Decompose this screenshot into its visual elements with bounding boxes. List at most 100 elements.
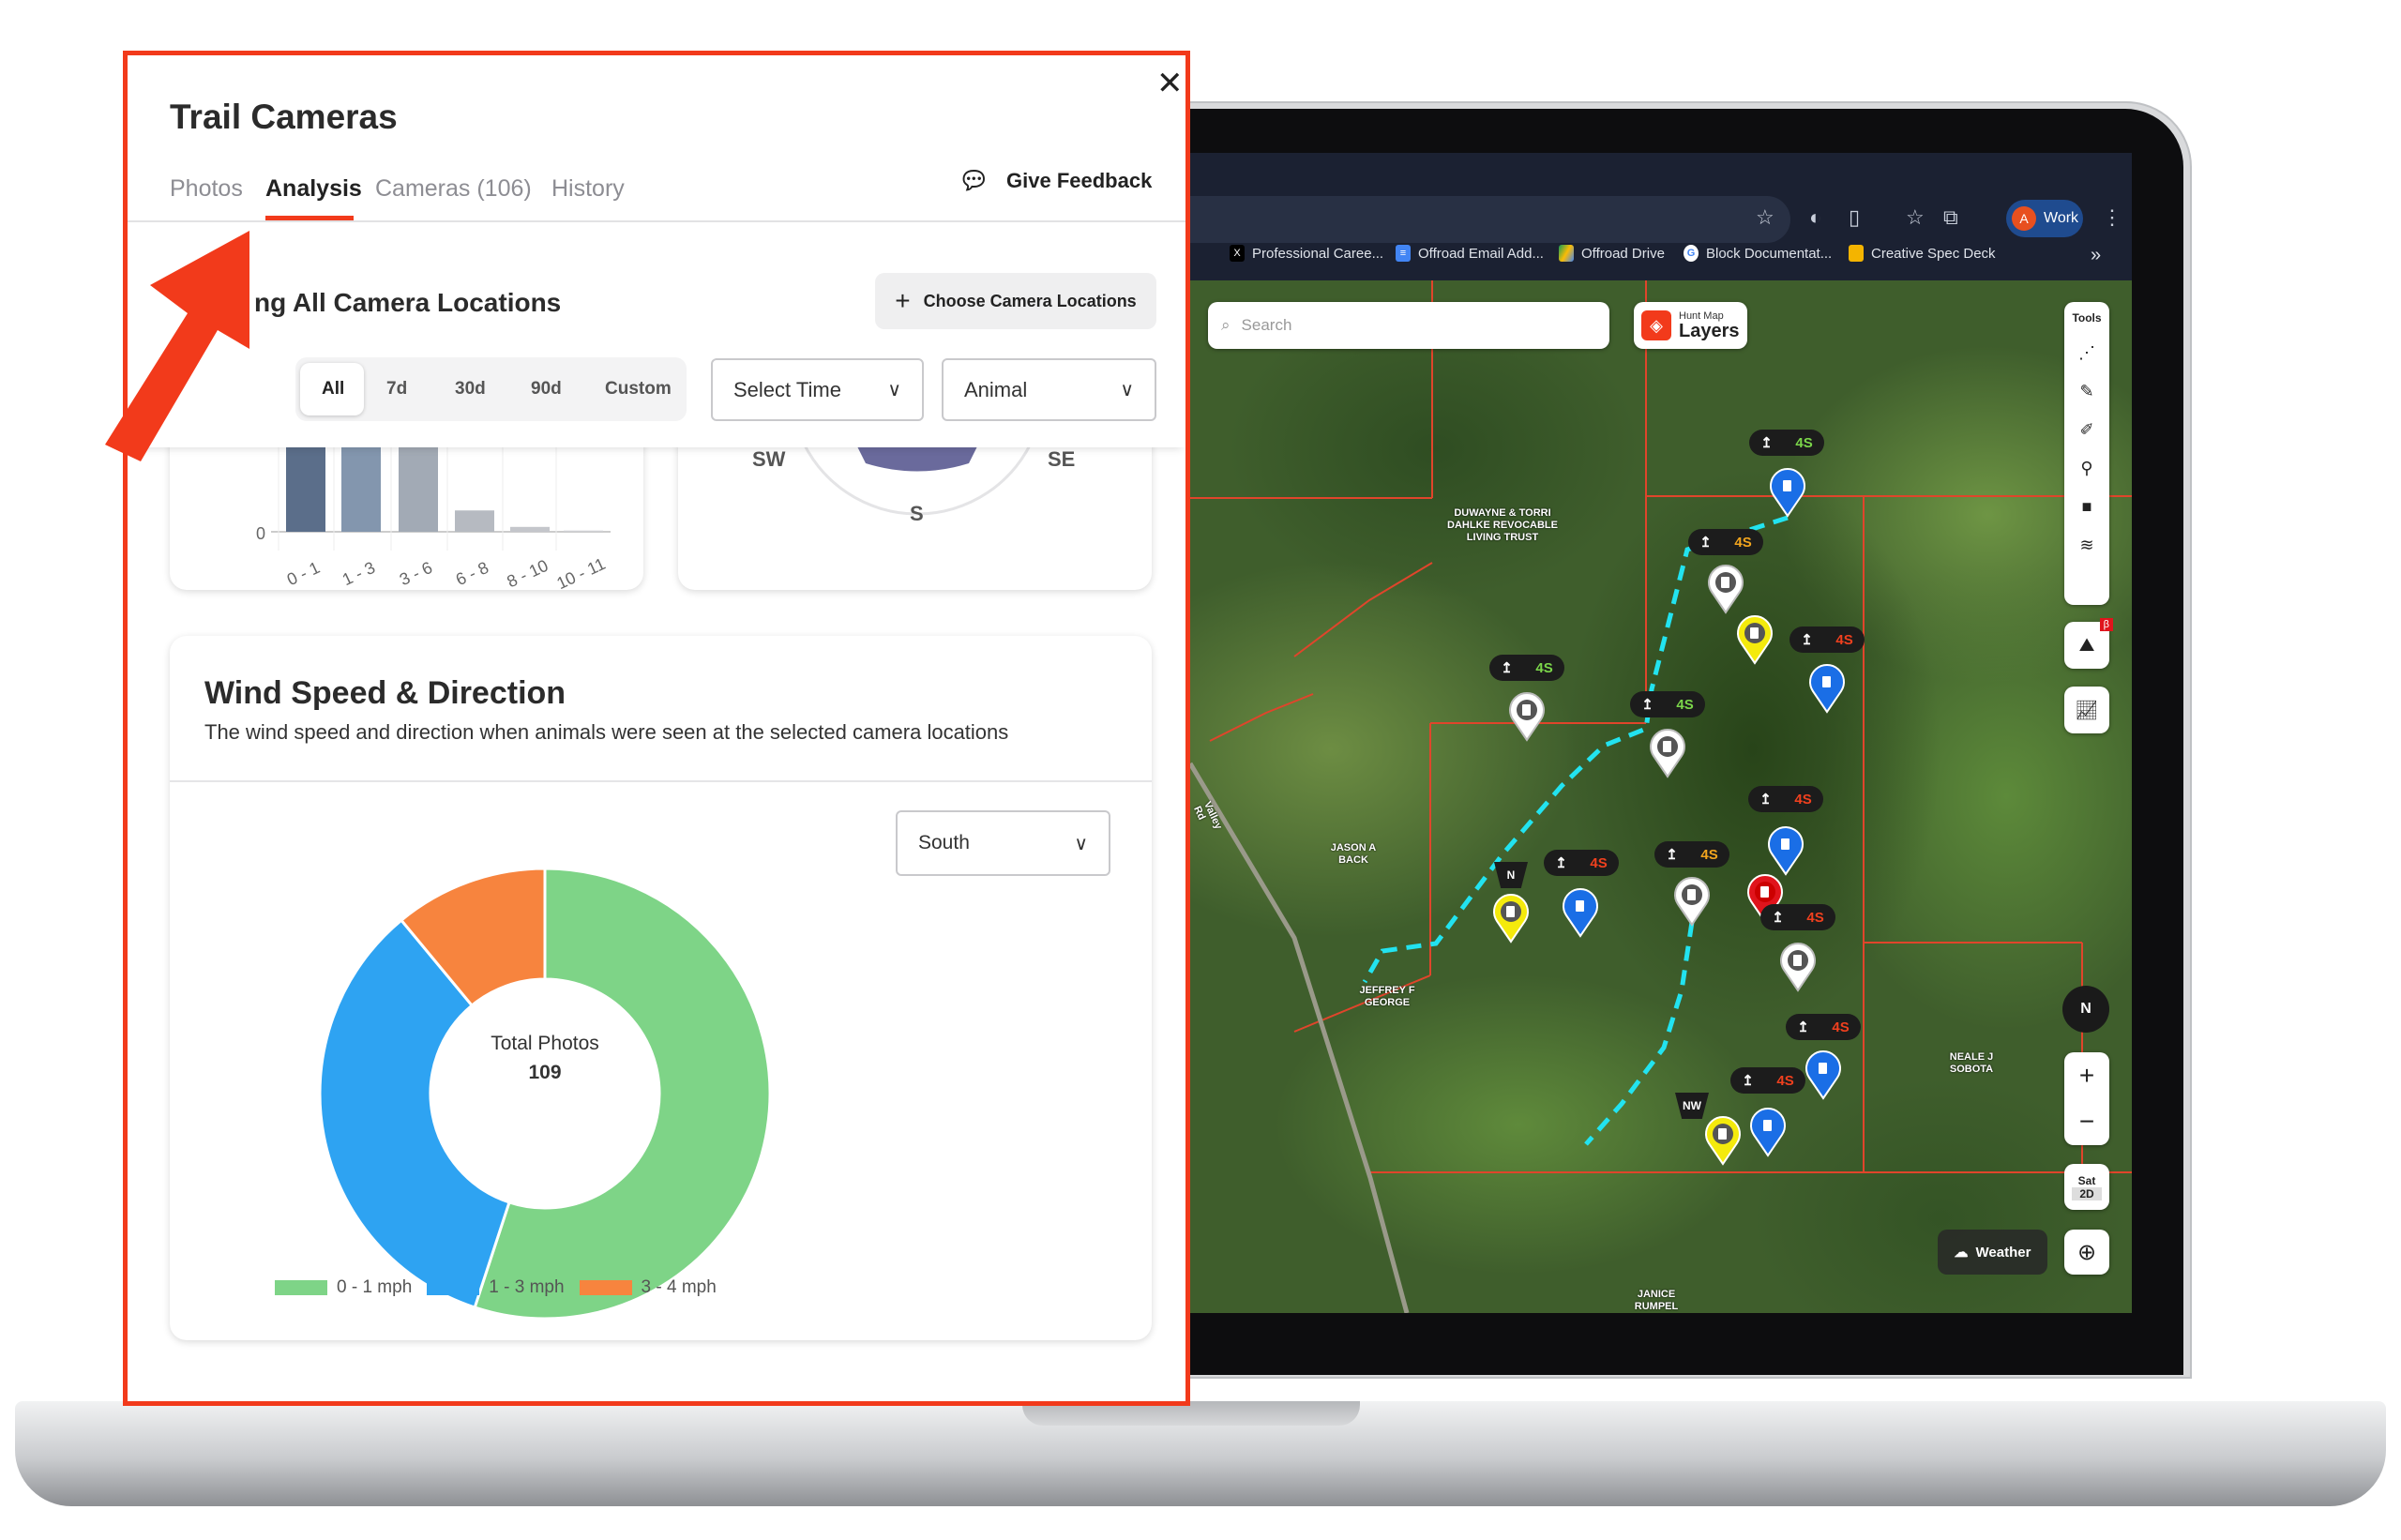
y-tick-label: 0 bbox=[256, 524, 265, 543]
wind-tool-icon[interactable]: ≋ bbox=[2079, 536, 2094, 554]
wind-reading-label: 4S bbox=[1676, 696, 1694, 713]
wind-reading-label: 4S bbox=[1806, 909, 1824, 926]
address-bar[interactable] bbox=[1190, 196, 1790, 243]
bar bbox=[455, 510, 494, 532]
path-tool-icon[interactable]: ⋰ bbox=[2078, 343, 2095, 362]
camera-pin-blue bbox=[1750, 1108, 1786, 1157]
bookmark-star-icon[interactable]: ☆ bbox=[1756, 205, 1774, 229]
bar bbox=[564, 530, 603, 532]
docs-icon: ≡ bbox=[1396, 245, 1411, 262]
tab-cameras[interactable]: Cameras (106) bbox=[375, 175, 532, 202]
wind-reading-label: 4S bbox=[1795, 434, 1813, 451]
wind-reading-pill[interactable]: ↥ 4S bbox=[1749, 430, 1824, 456]
analytics-button[interactable]: 📈︎ bbox=[2064, 687, 2109, 733]
direction-badge: NW bbox=[1675, 1093, 1709, 1119]
bookmark-item[interactable]: ≡ Offroad Email Add... bbox=[1396, 245, 1544, 262]
bookmark-label: Offroad Drive bbox=[1581, 245, 1665, 262]
trail-camera-icon bbox=[1506, 906, 1515, 917]
tab-photos[interactable]: Photos bbox=[170, 175, 243, 202]
range-custom[interactable]: Custom bbox=[605, 379, 672, 399]
trail-camera-icon bbox=[1781, 838, 1789, 850]
x-icon: X bbox=[1230, 245, 1245, 262]
give-feedback-button[interactable]: 💬︎ Give Feedback bbox=[959, 166, 1152, 195]
basemap-toggle[interactable]: Sat 2D bbox=[2064, 1164, 2109, 1210]
donut-slice bbox=[473, 868, 772, 1321]
x-tick-label: 0 - 1 bbox=[284, 558, 323, 589]
x-tick-label: 6 - 8 bbox=[453, 558, 491, 589]
trail-camera-icon bbox=[1763, 1120, 1772, 1131]
zoom-in-button[interactable]: + bbox=[2078, 1060, 2095, 1090]
donut-slice bbox=[399, 868, 547, 1008]
x-tick-label: 1 - 3 bbox=[340, 558, 378, 589]
wind-reading-pill[interactable]: ↥ 4S bbox=[1654, 841, 1729, 868]
bar bbox=[510, 526, 550, 532]
wind-reading-pill[interactable]: ↥ 4S bbox=[1489, 655, 1564, 681]
camera-pin-blue bbox=[1809, 664, 1845, 714]
direction-label-sw: SW bbox=[752, 447, 786, 471]
hunt-area-button[interactable]: ⛰ β bbox=[2064, 618, 2113, 669]
bookmark-item[interactable]: X Professional Caree... bbox=[1230, 245, 1383, 262]
camera-pin-white bbox=[1509, 692, 1545, 742]
bookmark-label: Offroad Email Add... bbox=[1418, 245, 1544, 262]
locate-button[interactable]: ⊕ bbox=[2064, 1230, 2109, 1275]
select-time-dropdown[interactable]: Select Time ∨ bbox=[711, 358, 924, 421]
draw-tool-icon[interactable]: ✎ bbox=[2079, 382, 2094, 400]
wind-reading-pill[interactable]: ↥ 4S bbox=[1630, 691, 1705, 717]
property-label: DUWAYNE & TORRI DAHLKE REVOCABLE LIVING … bbox=[1447, 507, 1558, 543]
wind-reading-label: 4S bbox=[1794, 791, 1812, 808]
bookmarks-icon[interactable]: ☆ bbox=[1906, 205, 1925, 229]
puzzle-icon[interactable]: ▯ bbox=[1849, 205, 1861, 229]
satellite-map[interactable]: ⌕ Search ◈ Hunt Map Layers Tools ⋰ ✎ ✐ ⚲ ■… bbox=[1190, 280, 2132, 1313]
property-label: NEALE J SOBOTA bbox=[1949, 1051, 1994, 1075]
more-bookmarks[interactable]: » bbox=[2091, 245, 2102, 265]
direction-dropdown[interactable]: South ∨ bbox=[896, 810, 1110, 876]
bookmark-item[interactable]: G Block Documentat... bbox=[1684, 245, 1832, 262]
legend-label: 3 - 4 mph bbox=[641, 1277, 717, 1297]
choose-camera-locations-button[interactable]: + Choose Camera Locations bbox=[875, 273, 1156, 329]
bookmark-item[interactable]: Creative Spec Deck bbox=[1849, 245, 1996, 262]
direction-label-s: S bbox=[910, 502, 924, 525]
x-tick-label: 3 - 6 bbox=[397, 558, 435, 589]
tab-analysis[interactable]: Analysis bbox=[265, 175, 362, 202]
range-90d[interactable]: 90d bbox=[531, 379, 562, 399]
beta-badge: β bbox=[2099, 618, 2113, 631]
tab-search-icon[interactable]: ⧉ bbox=[1943, 205, 1958, 229]
tabs-divider bbox=[128, 220, 1185, 222]
camera-pin-white bbox=[1650, 729, 1685, 778]
direction-badge: N bbox=[1494, 862, 1528, 888]
kebab-menu-icon[interactable]: ⋮ bbox=[2102, 205, 2122, 229]
range-7d[interactable]: 7d bbox=[386, 379, 408, 399]
camera-tool-icon[interactable]: ■ bbox=[2081, 497, 2092, 516]
zoom-out-button[interactable]: − bbox=[2078, 1107, 2095, 1137]
arrow-shape bbox=[105, 231, 249, 461]
close-icon[interactable]: ✕ bbox=[1156, 66, 1184, 101]
pin-tool-icon[interactable]: ⚲ bbox=[2080, 459, 2093, 477]
panel-title: Trail Cameras bbox=[170, 98, 398, 136]
trail-camera-icon bbox=[1750, 627, 1759, 639]
range-all[interactable]: All bbox=[322, 379, 345, 399]
property-boundary bbox=[1209, 693, 1314, 742]
bookmark-item[interactable]: Offroad Drive bbox=[1559, 245, 1665, 262]
wind-reading-pill[interactable]: ↥ 4S bbox=[1544, 850, 1619, 876]
animal-dropdown[interactable]: Animal ∨ bbox=[942, 358, 1156, 421]
tools-label: Tools bbox=[2072, 311, 2102, 325]
slides-icon bbox=[1849, 245, 1864, 262]
tab-history[interactable]: History bbox=[551, 175, 625, 202]
range-30d[interactable]: 30d bbox=[455, 379, 486, 399]
camera-pin-blue bbox=[1768, 826, 1804, 876]
extension-icon[interactable]: ◐ bbox=[1809, 205, 1822, 229]
wind-reading-pill[interactable]: ↥ 4S bbox=[1730, 1067, 1805, 1094]
profile-button[interactable]: A Work bbox=[2006, 200, 2083, 237]
layers-button[interactable]: ◈ Hunt Map Layers bbox=[1634, 302, 1747, 349]
wind-reading-pill[interactable]: ↥ 4S bbox=[1748, 786, 1823, 812]
edit-tool-icon[interactable]: ✐ bbox=[2079, 420, 2094, 439]
wind-reading-pill[interactable]: ↥ 4S bbox=[1789, 627, 1865, 653]
wind-reading-pill[interactable]: ↥ 4S bbox=[1688, 529, 1763, 555]
wind-reading-pill[interactable]: ↥ 4S bbox=[1786, 1014, 1861, 1040]
map-search-input[interactable]: ⌕ Search bbox=[1208, 302, 1609, 349]
search-icon: ⌕ bbox=[1221, 316, 1231, 334]
weather-button[interactable]: ☁ Weather bbox=[1938, 1230, 2047, 1275]
wind-reading-pill[interactable]: ↥ 4S bbox=[1760, 904, 1835, 930]
compass-button[interactable]: N bbox=[2062, 986, 2109, 1033]
layers-sublabel: Hunt Map bbox=[1679, 310, 1724, 322]
